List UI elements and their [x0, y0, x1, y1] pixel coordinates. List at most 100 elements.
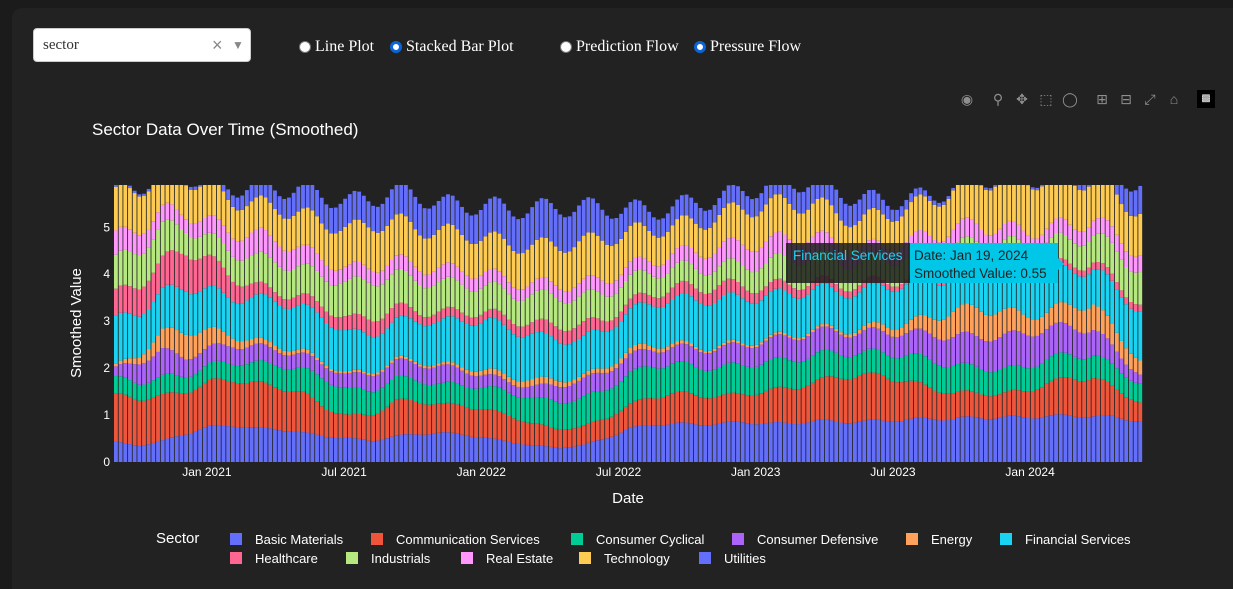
bar-segment[interactable]	[1119, 373, 1124, 394]
bar-segment[interactable]	[703, 353, 708, 371]
bar-segment[interactable]	[605, 215, 609, 245]
bar-segment[interactable]	[427, 238, 432, 275]
bar-segment[interactable]	[726, 340, 731, 343]
bar-segment[interactable]	[371, 441, 376, 462]
bar-segment[interactable]	[974, 223, 979, 242]
bar-segment[interactable]	[1086, 185, 1091, 187]
bar-segment[interactable]	[740, 298, 745, 344]
bar-segment[interactable]	[796, 338, 801, 341]
bar-segment[interactable]	[708, 305, 712, 351]
bar-segment[interactable]	[478, 370, 483, 376]
bar-segment[interactable]	[516, 443, 521, 462]
bar-segment[interactable]	[712, 302, 717, 349]
bar-segment[interactable]	[689, 364, 694, 394]
bar-segment[interactable]	[469, 436, 474, 462]
bar-segment[interactable]	[665, 303, 670, 347]
bar-segment[interactable]	[333, 329, 338, 371]
bar-segment[interactable]	[488, 232, 493, 269]
bar-segment[interactable]	[577, 296, 581, 325]
bar-segment[interactable]	[670, 393, 675, 424]
bar-segment[interactable]	[427, 366, 432, 369]
bar-segment[interactable]	[202, 288, 207, 330]
bar-segment[interactable]	[581, 396, 586, 426]
bar-segment[interactable]	[1110, 226, 1115, 243]
bar-segment[interactable]	[1086, 227, 1091, 242]
bar-segment[interactable]	[1105, 415, 1110, 462]
bar-segment[interactable]	[1040, 333, 1044, 364]
bar-segment[interactable]	[586, 197, 591, 233]
bar-segment[interactable]	[1012, 330, 1016, 366]
bar-segment[interactable]	[642, 425, 647, 462]
bar-segment[interactable]	[605, 390, 609, 419]
bar-segment[interactable]	[820, 377, 825, 420]
bar-segment[interactable]	[1119, 185, 1124, 205]
bar-segment[interactable]	[403, 359, 408, 377]
bar-segment[interactable]	[474, 437, 478, 462]
bar-segment[interactable]	[843, 379, 848, 424]
bar-segment[interactable]	[118, 393, 123, 443]
bar-segment[interactable]	[675, 199, 680, 220]
bar-segment[interactable]	[614, 385, 619, 415]
bar-segment[interactable]	[254, 253, 259, 283]
bar-segment[interactable]	[511, 418, 516, 444]
bar-segment[interactable]	[890, 286, 895, 292]
bar-segment[interactable]	[1068, 377, 1072, 416]
legend-item-label[interactable]: Industrials	[371, 551, 431, 566]
bar-segment[interactable]	[633, 368, 638, 401]
bar-segment[interactable]	[885, 283, 890, 290]
bar-segment[interactable]	[142, 363, 146, 385]
bar-segment[interactable]	[506, 329, 511, 377]
bar-segment[interactable]	[806, 422, 811, 462]
bar-segment[interactable]	[408, 361, 413, 379]
bar-segment[interactable]	[338, 269, 343, 284]
bar-segment[interactable]	[708, 398, 712, 426]
bar-segment[interactable]	[460, 385, 464, 406]
bar-segment[interactable]	[427, 316, 432, 326]
bar-segment[interactable]	[633, 294, 638, 305]
bar-segment[interactable]	[226, 363, 231, 381]
bar-segment[interactable]	[483, 374, 488, 387]
bar-segment[interactable]	[343, 281, 348, 317]
bar-segment[interactable]	[703, 275, 708, 294]
bar-segment[interactable]	[722, 241, 726, 262]
legend-swatch[interactable]	[579, 552, 591, 564]
bar-segment[interactable]	[1082, 276, 1087, 311]
bar-segment[interactable]	[474, 291, 478, 318]
bar-segment[interactable]	[366, 375, 371, 392]
bar-segment[interactable]	[1035, 335, 1040, 367]
bar-segment[interactable]	[520, 218, 525, 254]
bar-segment[interactable]	[647, 273, 652, 295]
bar-segment[interactable]	[319, 406, 324, 436]
bar-segment[interactable]	[1086, 308, 1091, 333]
bar-segment[interactable]	[244, 285, 249, 301]
bar-segment[interactable]	[268, 257, 273, 288]
bar-segment[interactable]	[796, 340, 801, 363]
bar-segment[interactable]	[1016, 365, 1021, 391]
bar-segment[interactable]	[904, 381, 909, 420]
bar-segment[interactable]	[983, 341, 988, 372]
bar-segment[interactable]	[333, 372, 338, 387]
bar-segment[interactable]	[960, 416, 965, 462]
bar-segment[interactable]	[301, 348, 305, 353]
bar-segment[interactable]	[932, 319, 937, 338]
bar-segment[interactable]	[670, 225, 675, 254]
bar-segment[interactable]	[282, 350, 287, 356]
bar-segment[interactable]	[895, 382, 899, 422]
bar-segment[interactable]	[464, 435, 469, 462]
bar-segment[interactable]	[128, 286, 132, 314]
bar-segment[interactable]	[118, 226, 123, 251]
bar-segment[interactable]	[221, 243, 226, 268]
bar-segment[interactable]	[1138, 311, 1143, 361]
bar-segment[interactable]	[595, 372, 600, 392]
bar-segment[interactable]	[375, 286, 380, 322]
bar-segment[interactable]	[221, 225, 226, 244]
bar-segment[interactable]	[665, 366, 670, 396]
bar-segment[interactable]	[497, 233, 502, 272]
bar-segment[interactable]	[736, 421, 740, 462]
bar-segment[interactable]	[212, 326, 217, 344]
bar-segment[interactable]	[773, 334, 778, 358]
bar-segment[interactable]	[820, 419, 825, 462]
bar-segment[interactable]	[315, 253, 319, 271]
bar-segment[interactable]	[436, 321, 441, 364]
bar-segment[interactable]	[955, 334, 960, 365]
